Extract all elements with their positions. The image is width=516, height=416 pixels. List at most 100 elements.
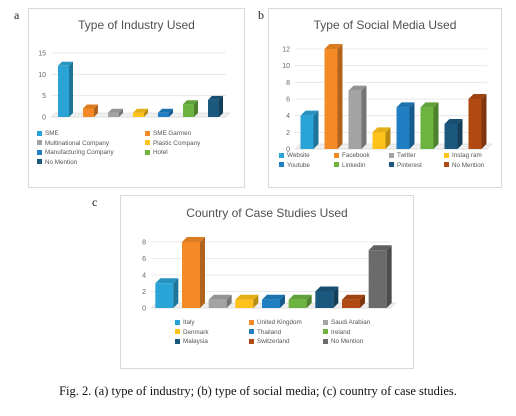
y-tick-label: 4 <box>286 113 290 120</box>
bar-front <box>108 112 119 117</box>
bar-side <box>169 108 173 117</box>
bar-top <box>372 127 391 133</box>
legend-label: No Mention <box>331 338 364 345</box>
bar-front <box>183 104 194 117</box>
y-tick-label: 8 <box>286 80 290 87</box>
legend-item: Ireland <box>323 328 350 337</box>
bar <box>183 100 198 117</box>
bar-top <box>368 245 392 251</box>
legend-swatch <box>249 319 254 325</box>
bar <box>368 245 392 308</box>
bar-side <box>313 110 319 149</box>
bar-top <box>315 286 339 292</box>
legend-label: Twitter <box>397 152 416 159</box>
bar-side <box>69 61 73 117</box>
bar-side <box>386 245 392 308</box>
bar-top <box>158 108 173 113</box>
legend-swatch <box>323 338 328 344</box>
legend-label: Facebook <box>342 152 370 159</box>
legend-swatch <box>444 162 449 168</box>
bar-side <box>253 294 259 308</box>
bar-top <box>348 85 367 91</box>
bar <box>396 102 415 149</box>
legend-swatch <box>389 152 394 158</box>
legend-label: No Mention <box>452 161 485 169</box>
legend-label: Denmark <box>183 328 209 336</box>
bar-side <box>385 127 391 149</box>
bar <box>324 44 343 149</box>
bar <box>262 294 285 308</box>
legend-label: SME <box>45 130 59 137</box>
legend-item: Linkedin <box>334 161 365 170</box>
legend-item: Switzerland <box>249 337 290 346</box>
legend-item: No Mention <box>323 337 363 346</box>
bar <box>83 104 98 117</box>
legend-label: Ireland <box>331 328 351 336</box>
bar-top <box>183 100 198 105</box>
legend-item: Facebook <box>334 151 370 160</box>
bar-top <box>155 278 179 284</box>
legend-item: Hotel <box>145 148 168 157</box>
bar-front <box>444 124 458 149</box>
legend-swatch <box>145 140 150 146</box>
chart-plot-industry: 0 5 10 15 <box>38 51 231 122</box>
bar-side <box>333 286 339 308</box>
bar-front <box>324 49 338 149</box>
chart-social-media: Type of Social Media Used 0 2 4 6 8 10 12 Webs… <box>268 8 502 188</box>
bar-top <box>182 237 205 242</box>
chart-plot-country: 0 2 4 6 8 <box>142 237 397 313</box>
bar <box>208 294 232 308</box>
bar-front <box>208 299 227 308</box>
bar <box>372 127 391 149</box>
bar-side <box>119 108 123 117</box>
chart-title-industry: Type of Industry Used <box>78 18 195 32</box>
bar-side <box>409 102 415 149</box>
bar-side <box>457 119 463 149</box>
legend-label: Multinational Company <box>45 139 110 147</box>
bar-front <box>155 283 174 308</box>
bar-front <box>368 250 387 308</box>
legend-swatch <box>323 329 328 335</box>
y-tick-label: 2 <box>142 289 146 296</box>
bar-top <box>133 108 148 113</box>
legend-swatch <box>175 319 180 325</box>
panel-label-b: b <box>258 8 264 22</box>
legend-swatch <box>175 329 180 335</box>
bar-side <box>194 100 198 117</box>
y-tick-label: 6 <box>142 256 146 263</box>
chart-plot-social-media: 0 2 4 6 8 10 12 <box>282 44 493 154</box>
y-tick-label: 4 <box>142 273 146 280</box>
legend-swatch <box>323 319 328 325</box>
legend-swatch <box>279 152 284 158</box>
legend-label: Linkedin <box>342 161 366 169</box>
legend-item: United Kingdom <box>249 318 302 327</box>
bar <box>182 237 205 308</box>
legend-item: Malaysia <box>175 337 208 346</box>
bar-top <box>288 294 312 300</box>
bar-front <box>396 107 410 149</box>
bar <box>468 94 487 149</box>
legend-item: Italy <box>175 318 195 327</box>
bar-side <box>306 294 312 308</box>
y-tick-label: 0 <box>142 306 146 313</box>
bar-front <box>468 99 482 149</box>
bar-side <box>219 95 223 117</box>
panel-label-a: a <box>14 8 20 22</box>
legend-label: Manufacturing Company <box>45 149 114 156</box>
y-tick-label: 15 <box>38 51 46 58</box>
y-tick-label: 0 <box>42 115 46 122</box>
bar <box>208 95 223 117</box>
y-tick-label: 2 <box>286 130 290 137</box>
bar-front <box>58 65 69 117</box>
chart-country: Country of Case Studies Used 0 2 4 6 8 Italy… <box>120 195 414 369</box>
legend-label: Switzerland <box>257 338 290 345</box>
legend-item: Multinational Company <box>37 139 109 148</box>
legend-swatch <box>175 338 180 344</box>
legend-item: Thailand <box>249 328 281 337</box>
bar-front <box>158 112 169 117</box>
bar-front <box>315 291 334 308</box>
legend-swatch <box>444 152 449 158</box>
bar-top <box>235 294 259 300</box>
figure-caption: Fig. 2. (a) type of industry; (b) type o… <box>59 384 457 398</box>
bar-side <box>226 294 232 308</box>
